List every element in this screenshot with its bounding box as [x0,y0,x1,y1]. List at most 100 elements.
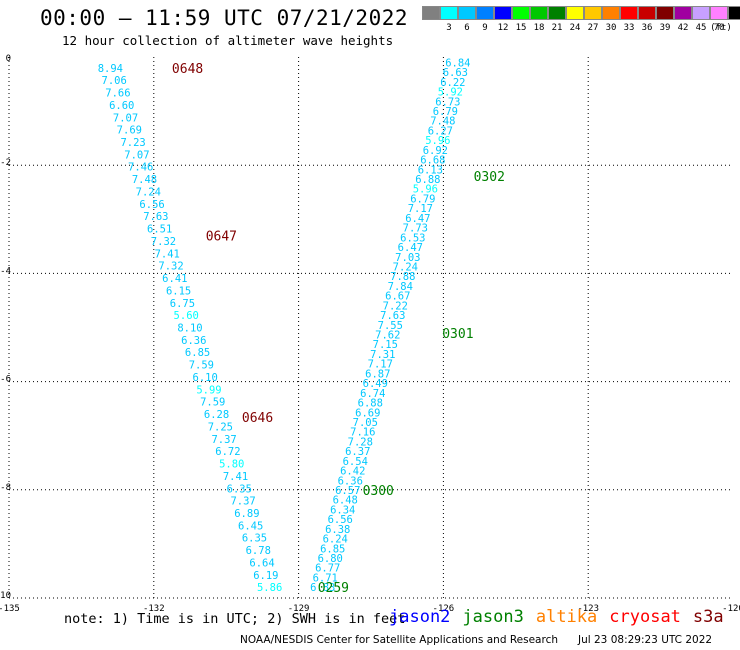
wave-height-value: 7.15 [373,339,398,351]
page-title: 00:00 — 11:59 UTC 07/21/2022 [40,6,409,30]
wave-height-value: 5.60 [174,310,199,322]
wave-height-value: 6.63 [443,67,468,79]
wave-height-value: 6.36 [338,475,363,487]
legend-label: 15 [515,23,527,33]
mission-label: jason3 [462,607,524,627]
wave-height-value: 7.24 [393,261,418,273]
wave-height-value: 6.84 [445,57,470,69]
wave-height-value: 7.07 [124,149,149,161]
wave-height-value: 7.41 [223,471,248,483]
satellite-tracks: 8.947.067.666.607.077.697.237.077.467.48… [98,57,505,596]
wave-height-value: 6.64 [249,557,274,569]
legend-label: 12 [497,23,509,33]
wave-height-value: 6.10 [193,372,218,384]
wave-height-value: 6.49 [363,378,388,390]
time-label: 0647 [206,230,237,245]
wave-height-value: 7.03 [395,252,420,264]
wave-height-value: 6.42 [340,466,365,478]
wave-height-value: 7.63 [380,310,405,322]
y-tick-label: -10 [0,591,11,601]
wave-height-value: 6.68 [420,155,445,167]
time-label: 0300 [363,484,394,499]
legend-swatch [710,6,728,20]
x-tick-label: -135 [0,604,20,614]
wave-height-value: 7.59 [189,360,214,372]
wave-height-value: 7.62 [375,330,400,342]
wave-height-value: 6.60 [109,100,134,112]
wave-height-value: 7.06 [102,75,127,87]
wave-height-value: 7.17 [368,359,393,371]
wave-height-value: 7.73 [403,223,428,235]
time-label: 0648 [172,62,203,77]
legend-label: 3 [446,23,452,33]
wave-height-value: 5.96 [425,135,450,147]
wave-height-value: 7.48 [132,174,157,186]
footer-note: note: 1) Time is in UTC; 2) SWH is in fe… [64,611,406,627]
legend-swatch [656,6,674,20]
legend-label: 24 [569,23,581,33]
legend-label: 42 [677,23,689,33]
wave-height-value: 5.86 [257,582,282,594]
wave-height-value: 6.47 [405,213,430,225]
wave-height-value: 6.72 [215,446,240,458]
legend-swatch [458,6,476,20]
wave-height-value: 6.27 [428,125,453,137]
wave-height-value: 7.05 [353,417,378,429]
time-label: 0259 [318,581,349,596]
wave-height-value: 6.89 [234,508,259,520]
axis-ticks: -135 -132 -129 -126 -123 -120 0 -2 -4 -6 -8 -10 [0,54,740,614]
wave-height-value: 6.79 [410,193,435,205]
wave-height-value: 7.23 [120,137,145,149]
y-tick-label: -2 [0,158,11,168]
legend-swatch [548,6,566,20]
wave-height-value: 6.87 [365,368,390,380]
wave-height-value: 6.92 [423,145,448,157]
mission-label: altika [535,607,598,627]
wave-height-value: 7.28 [348,436,373,448]
wave-height-value: 7.84 [388,281,413,293]
wave-height-value: 6.15 [166,285,191,297]
wave-height-value: 7.48 [430,116,455,128]
legend-label: 36 [641,23,653,33]
wave-height-value: 7.22 [383,300,408,312]
legend-label: 18 [533,23,545,33]
wave-height-value: 6.35 [242,533,267,545]
wave-height-value: 7.66 [105,88,130,100]
wave-height-value: 6.69 [355,407,380,419]
wave-height-value: 6.79 [433,106,458,118]
wave-height-value: 6.47 [398,242,423,254]
wave-height-value: 6.88 [415,174,440,186]
wave-height-value: 6.85 [185,347,210,359]
legend-label: 6 [464,23,470,33]
legend-swatch [494,6,512,20]
wave-height-value: 6.45 [238,520,263,532]
wave-height-value: 6.34 [330,504,355,516]
x-tick-label: -123 [577,604,599,614]
legend-swatch [422,6,440,20]
mission-label: s3a [692,607,724,627]
generated-timestamp: Jul 23 08:29:23 UTC 2022 [578,634,713,646]
wave-height-value: 7.37 [211,434,236,446]
wave-height-value: 7.24 [136,186,161,198]
time-label: 0302 [474,170,505,185]
legend-label: 27 [587,23,599,33]
track-jason3: 6.846.636.225.926.736.797.486.275.966.92… [310,57,505,596]
wave-height-value: 6.54 [343,456,368,468]
legend-label: 9 [482,23,488,33]
wave-height-value: 5.80 [219,459,244,471]
legend-swatch [728,6,740,20]
legend-swatch [476,6,494,20]
wave-height-value: 6.51 [147,224,172,236]
wave-height-value: 6.13 [418,164,443,176]
wave-height-value: 6.80 [318,553,343,565]
legend-swatch [440,6,458,20]
mission-label: cryosat [609,607,681,627]
legend-label: 70 [713,23,725,33]
wave-height-value: 5.99 [196,384,221,396]
wave-height-value: 6.41 [162,273,187,285]
wave-height-value: 6.88 [358,398,383,410]
credit-text: NOAA/NESDIS Center for Satellite Applica… [240,634,558,646]
x-tick-label: -129 [288,604,310,614]
legend-swatch [530,6,548,20]
legend-swatch [512,6,530,20]
